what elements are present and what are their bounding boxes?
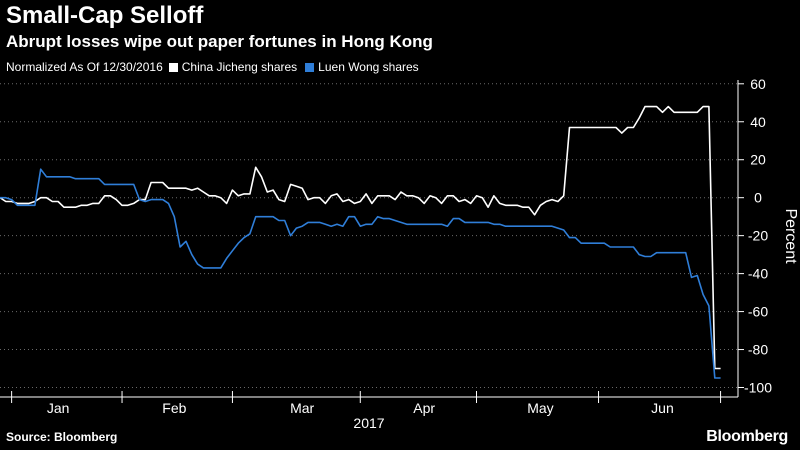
legend-normalization-note: Normalized As Of 12/30/2016	[6, 60, 163, 74]
legend-item-china-jicheng: China Jicheng shares	[168, 60, 298, 74]
x-tick-label-apr: Apr	[413, 400, 435, 416]
gridlines	[0, 83, 738, 389]
chart-title: Small-Cap Selloff	[6, 2, 204, 29]
y-tick-label: 20	[750, 152, 766, 168]
y-tick-label: -80	[748, 342, 768, 358]
y-tick-label: 40	[750, 114, 766, 130]
x-tick-label-mar: Mar	[290, 400, 314, 416]
legend: Normalized As Of 12/30/2016 China Jichen…	[6, 60, 427, 74]
chart-subtitle: Abrupt losses wipe out paper fortunes in…	[6, 32, 433, 51]
bloomberg-logo: Bloomberg	[706, 428, 788, 445]
y-tick-label: -100	[744, 380, 772, 396]
y-tick-label: 60	[750, 76, 766, 92]
series-lines	[0, 105, 721, 379]
x-tick-label-feb: Feb	[162, 400, 186, 416]
x-tick-label-jun: Jun	[651, 400, 674, 416]
y-tick-label: -60	[748, 304, 768, 320]
x-tick-label-jan: Jan	[47, 400, 70, 416]
y-tick-label: -20	[748, 228, 768, 244]
series-line-luen-wong-shares	[0, 168, 721, 379]
legend-label-luen-wong: Luen Wong shares	[318, 60, 419, 74]
source-note: Source: Bloomberg	[6, 430, 118, 444]
x-tick-label-may: May	[527, 400, 553, 416]
legend-swatch-china-jicheng	[168, 62, 178, 72]
x-axis-year-label: 2017	[353, 415, 384, 431]
legend-swatch-luen-wong	[305, 62, 315, 72]
y-axis-label: Percent	[782, 208, 799, 264]
axes: 60 40 20 0 -20 -40 -60 -80 -100 Jan Feb Mar Apr May Ju…	[0, 76, 772, 416]
legend-item-luen-wong: Luen Wong shares	[305, 60, 419, 74]
legend-label-china-jicheng: China Jicheng shares	[181, 60, 298, 74]
y-tick-label: -40	[748, 266, 768, 282]
y-tick-label: 0	[754, 190, 762, 206]
series-line-china-jicheng-shares	[0, 105, 721, 370]
